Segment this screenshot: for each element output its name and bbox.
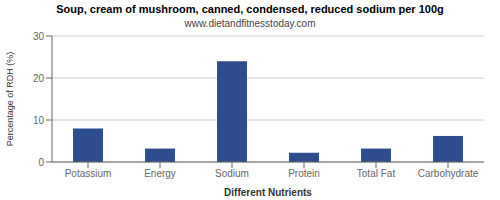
svg-text:10: 10 — [33, 115, 45, 126]
svg-text:20: 20 — [33, 73, 45, 84]
svg-text:Energy: Energy — [144, 168, 176, 179]
svg-text:Protein: Protein — [288, 168, 320, 179]
svg-text:Percentage of RDH (%): Percentage of RDH (%) — [8, 52, 15, 147]
svg-text:0: 0 — [38, 157, 44, 168]
html-text:Soup, cream of mushroom, canne: Soup, cream of mushroom, canned, condens… — [56, 3, 444, 15]
svg-text:Carbohydrate: Carbohydrate — [418, 168, 479, 179]
html-text:www.dietandfitnesstoday.com: www.dietandfitnesstoday.com — [184, 18, 316, 29]
svg-text:Sodium: Sodium — [215, 168, 249, 179]
svg-text:Potassium: Potassium — [65, 168, 112, 179]
svg-text:Total Fat: Total Fat — [357, 168, 396, 179]
svg-text:30: 30 — [33, 31, 45, 42]
svg-text:Different Nutrients: Different Nutrients — [224, 187, 312, 198]
